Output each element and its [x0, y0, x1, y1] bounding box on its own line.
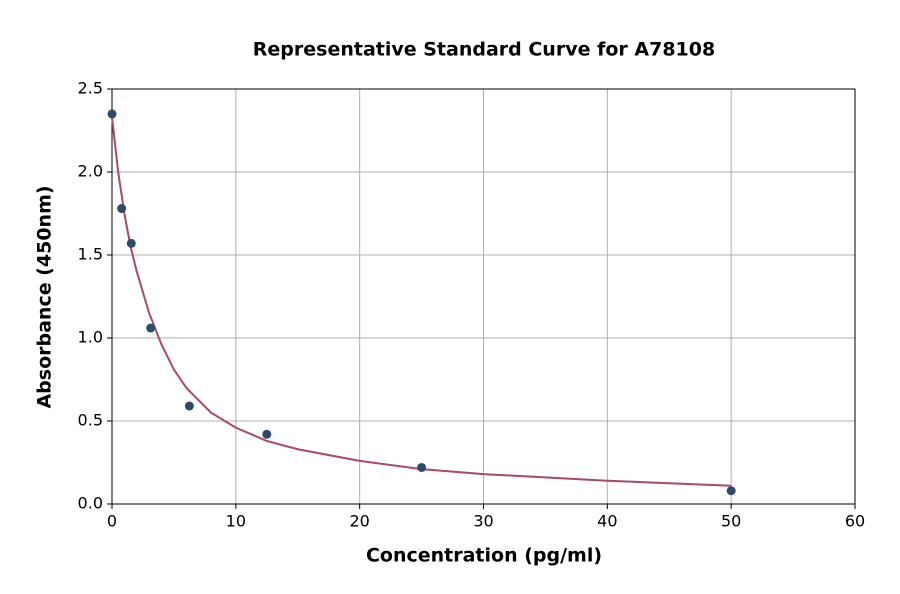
plot-frame	[111, 88, 856, 505]
x-tick-label: 50	[721, 512, 741, 531]
data-point	[262, 429, 272, 439]
y-tick-label: 1.5	[78, 245, 103, 264]
y-tick-label: 0.0	[78, 494, 103, 513]
y-tick-label: 2.0	[78, 162, 103, 181]
x-axis-label: Concentration (pg/ml)	[366, 545, 602, 567]
data-point	[726, 486, 736, 496]
data-point	[146, 323, 156, 333]
y-tick-label: 1.0	[78, 328, 103, 347]
y-tick-label: 0.5	[78, 411, 103, 430]
data-point	[107, 109, 117, 119]
x-tick-label: 10	[226, 512, 246, 531]
chart-title: Representative Standard Curve for A78108	[253, 39, 715, 61]
x-tick-label: 40	[597, 512, 617, 531]
data-point	[184, 401, 194, 411]
y-tick-label: 2.5	[78, 79, 103, 98]
y-axis-label: Absorbance (450nm)	[34, 185, 56, 408]
data-point	[117, 204, 127, 214]
data-point	[126, 238, 136, 248]
x-tick-label: 20	[349, 512, 369, 531]
data-point	[417, 462, 427, 472]
x-tick-label: 30	[473, 512, 493, 531]
x-tick-label: 60	[845, 512, 865, 531]
x-tick-label: 0	[107, 512, 117, 531]
